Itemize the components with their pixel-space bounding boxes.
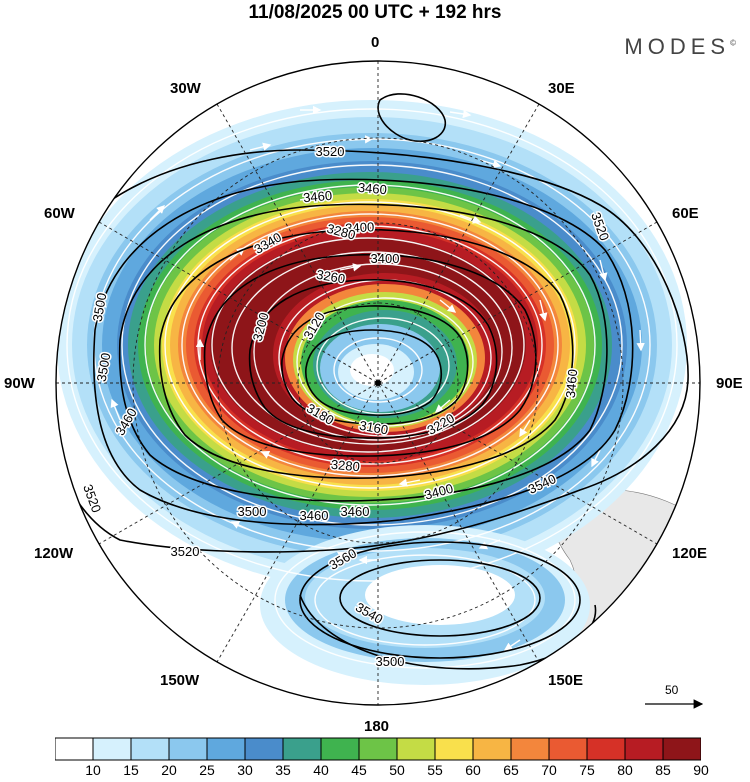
lon-label-60w: 60W [44, 205, 75, 222]
lon-label-120w: 120W [34, 545, 74, 562]
reference-vector [645, 699, 704, 709]
colorbar-swatch [510, 737, 550, 761]
colorbar-swatch [168, 737, 208, 761]
colorbar-swatch [358, 737, 398, 761]
contour-label: 3520 [316, 144, 345, 159]
colorbar-tick-label: 85 [655, 762, 671, 778]
contour-label: 3460 [341, 504, 370, 519]
colorbar [55, 737, 701, 761]
colorbar-tick-label: 80 [617, 762, 633, 778]
lon-label-60e: 60E [672, 205, 699, 222]
contour-label: 3160 [358, 418, 389, 438]
contour-label: 3520 [171, 544, 200, 559]
colorbar-swatch [586, 737, 626, 761]
south-pole-marker [375, 380, 381, 386]
colorbar-tick-label: 40 [313, 762, 329, 778]
lon-label-30e: 30E [548, 80, 575, 97]
colorbar-tick-label: 50 [389, 762, 405, 778]
colorbar-swatch [55, 737, 94, 761]
contour-label: 3260 [315, 267, 346, 287]
contour-label: 3500 [94, 352, 114, 383]
colorbar-tick-label: 70 [541, 762, 557, 778]
map-border [55, 60, 701, 706]
lon-label-0: 0 [371, 34, 380, 51]
colorbar-swatch [472, 737, 512, 761]
colorbar-swatch [320, 737, 360, 761]
lon-label-30w: 30W [170, 80, 201, 97]
lon-label-150e: 150E [548, 672, 584, 689]
streamlines [66, 108, 678, 669]
contour-label: 3400 [371, 251, 400, 266]
brand-logo: MODES© [624, 34, 736, 59]
colorbar-swatch [548, 737, 588, 761]
contour-label: 3500 [376, 654, 405, 669]
colorbar-swatch [624, 737, 664, 761]
contour-label: 3400 [345, 219, 375, 235]
reference-vector-label: 50 [665, 683, 679, 697]
colorbar-ticks: 10 15 20 25 30 35 40 45 50 55 60 65 70 75 80 85 90 [0, 762, 750, 782]
colorbar-tick-label: 35 [275, 762, 291, 778]
colorbar-swatch [434, 737, 474, 761]
colorbar-swatch [662, 737, 701, 761]
colorbar-swatch [396, 737, 436, 761]
lon-label-180: 180 [364, 718, 390, 735]
colorbar-tick-label: 75 [579, 762, 595, 778]
colorbar-tick-label: 90 [693, 762, 709, 778]
colorbar-swatch [282, 737, 322, 761]
contour-label: 3460 [357, 180, 387, 197]
contour-label: 3460 [303, 188, 333, 205]
lon-label-120e: 120E [672, 545, 708, 562]
colorbar-tick-label: 30 [237, 762, 253, 778]
contour-label: 3500 [90, 292, 110, 323]
colorbar-tick-label: 65 [503, 762, 519, 778]
colorbar-tick-label: 15 [123, 762, 139, 778]
colorbar-swatch [244, 737, 284, 761]
lon-label-90w: 90W [4, 375, 35, 392]
colorbar-swatch [130, 737, 170, 761]
colorbar-tick-label: 45 [351, 762, 367, 778]
contour-label: 3500 [238, 504, 267, 519]
colorbar-tick-label: 55 [427, 762, 443, 778]
colorbar-swatch [92, 737, 132, 761]
high-cell-white [365, 565, 515, 625]
colorbar-tick-label: 60 [465, 762, 481, 778]
colorbar-tick-label: 20 [161, 762, 177, 778]
lon-label-90e: 90E [716, 375, 743, 392]
core-10 [350, 354, 394, 386]
lon-label-150w: 150W [160, 672, 200, 689]
contour-label: 3460 [300, 508, 329, 523]
contour-label: 3460 [563, 369, 580, 399]
colorbar-tick-label: 10 [85, 762, 101, 778]
forecast-title: 11/08/2025 00 UTC + 192 hrs [248, 2, 502, 23]
contour-label: 3280 [330, 457, 360, 474]
colorbar-swatch [206, 737, 246, 761]
graticule [56, 61, 700, 705]
colorbar-tick-label: 25 [199, 762, 215, 778]
